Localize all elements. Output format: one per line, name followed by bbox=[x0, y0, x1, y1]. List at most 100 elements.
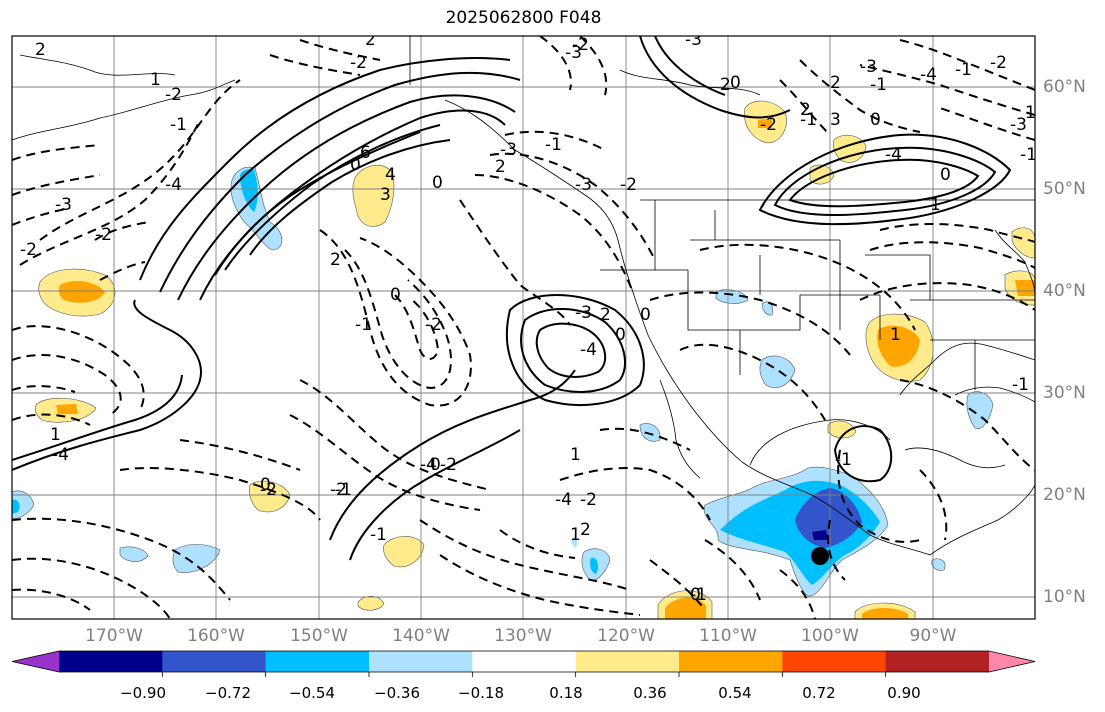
contour-label: -1 bbox=[1020, 145, 1037, 165]
contour-label: -2 bbox=[620, 175, 637, 195]
contour-label: -3 bbox=[500, 140, 517, 160]
lon-label-110w: 110°W bbox=[699, 626, 757, 646]
contour-label: 2 bbox=[720, 75, 731, 95]
contour-label: 1 bbox=[1025, 103, 1036, 123]
contour-label: 0 bbox=[650, 20, 661, 40]
contour-label: -2 bbox=[95, 225, 112, 245]
contour-label: -2 bbox=[350, 53, 367, 73]
coastlines bbox=[12, 36, 1035, 556]
lon-label-150w: 150°W bbox=[290, 626, 348, 646]
contour-label: 0 bbox=[432, 173, 443, 193]
contour-label-layer: 2 2-2 -3-2 -30 2-3 -4 -1 -211-2-1-4-3-2-21-4643… bbox=[20, 20, 1037, 605]
colorbar-segment bbox=[265, 651, 370, 672]
contour-label: -4 bbox=[580, 340, 597, 360]
map-frame bbox=[11, 35, 1036, 620]
contour-label: -1 bbox=[355, 315, 372, 335]
colorbar-segment bbox=[679, 651, 783, 672]
contour-label: -2 bbox=[760, 115, 777, 135]
contour-label: 2 bbox=[800, 100, 811, 120]
lat-label-10n: 10°N bbox=[1043, 587, 1086, 607]
contour-label: -3 bbox=[685, 30, 702, 50]
contour-label: -3 bbox=[575, 175, 592, 195]
contour-label: 1 bbox=[50, 425, 61, 445]
contour-label: -4 bbox=[420, 455, 437, 475]
colorbar-segment bbox=[162, 651, 267, 672]
contour-label: 2 bbox=[330, 250, 341, 270]
lon-label-90w: 90°W bbox=[909, 626, 957, 646]
colorbar-extend-low bbox=[12, 651, 59, 672]
colorbar-extend-high bbox=[989, 651, 1035, 672]
contour-label: 1 bbox=[930, 195, 941, 215]
lon-label-160w: 160°W bbox=[187, 626, 245, 646]
lon-label-100w: 100°W bbox=[801, 626, 859, 646]
contour-label: 2 bbox=[830, 73, 841, 93]
contour-label: 1 bbox=[890, 325, 901, 345]
contour-label: -1 bbox=[955, 60, 972, 80]
colorbar-tick: 0.18 bbox=[549, 684, 583, 702]
contour-lines bbox=[12, 36, 1012, 561]
contour-label: -3 bbox=[860, 57, 877, 77]
contour-label: -1 bbox=[870, 75, 887, 95]
colorbar-segment bbox=[885, 651, 990, 672]
contour-label: -3 bbox=[575, 303, 592, 323]
contour-label: -2 bbox=[580, 490, 597, 510]
shading-layer bbox=[12, 100, 1035, 619]
contour-label: 1 bbox=[570, 525, 581, 545]
contour-label: -1 bbox=[335, 480, 352, 500]
contour-label: -1 bbox=[545, 135, 562, 155]
contour-label: -2 bbox=[440, 455, 457, 475]
contour-label: -2 bbox=[260, 480, 277, 500]
contour-label: 1 bbox=[570, 445, 581, 465]
colorbar-tick: 0.72 bbox=[802, 684, 836, 702]
contour-label: -2 bbox=[330, 480, 347, 500]
lon-label-170w: 170°W bbox=[85, 626, 143, 646]
contour-lines-dashed bbox=[12, 36, 1035, 619]
contour-label: 4 bbox=[385, 165, 396, 185]
contour-label: 0 bbox=[390, 285, 401, 305]
lon-label-120w: 120°W bbox=[597, 626, 655, 646]
lat-label-30n: 30°N bbox=[1043, 383, 1086, 403]
colorbar-tick: −0.36 bbox=[374, 684, 420, 702]
contour-label: 6 bbox=[360, 143, 371, 163]
contour-label: -3 bbox=[1010, 115, 1027, 135]
contour-label: 2 bbox=[35, 40, 46, 60]
contour-label: -2 bbox=[20, 240, 37, 260]
colorbar-tick: 0.36 bbox=[633, 684, 667, 702]
storm-center-marker bbox=[811, 547, 829, 565]
map-plot: 2 2-2 -3-2 -30 2-3 -4 -1 -211-2-1-4-3-2-21-4643… bbox=[12, 20, 1037, 619]
contour-label: -1 bbox=[370, 525, 387, 545]
contour-label: -1 bbox=[835, 450, 852, 470]
contour-label: 3 bbox=[380, 185, 391, 205]
contour-label: -2 bbox=[165, 85, 182, 105]
contour-label: -3 bbox=[55, 195, 72, 215]
colorbar-segment bbox=[369, 651, 473, 672]
colorbar-outline bbox=[11, 650, 1036, 673]
lat-label-50n: 50°N bbox=[1043, 179, 1086, 199]
colorbar-tick: −0.72 bbox=[205, 684, 251, 702]
contour-label: 2 bbox=[580, 520, 591, 540]
contour-label: -4 bbox=[555, 490, 572, 510]
lat-label-40n: 40°N bbox=[1043, 281, 1086, 301]
contour-label: 0 bbox=[690, 585, 701, 605]
contour-label: -1 bbox=[690, 585, 707, 605]
map-title: 2025062800 F048 bbox=[445, 8, 602, 28]
lat-label-60n: 60°N bbox=[1043, 77, 1086, 97]
contour-label: 0 bbox=[640, 305, 651, 325]
colorbar-segment bbox=[59, 651, 163, 672]
contour-label: -4 bbox=[52, 445, 69, 465]
colorbar-segment bbox=[782, 651, 887, 672]
colorbar-tick: 0.54 bbox=[718, 684, 752, 702]
contour-label: 2 bbox=[600, 305, 611, 325]
contour-label: -4 bbox=[165, 175, 182, 195]
contour-label: 0 bbox=[940, 165, 951, 185]
contour-label: -2 bbox=[425, 315, 442, 335]
colorbar bbox=[11, 650, 1036, 677]
lat-label-20n: 20°N bbox=[1043, 485, 1086, 505]
contour-label: 2 bbox=[365, 30, 376, 50]
contour-label: 2 bbox=[495, 157, 506, 177]
contour-label: 0 bbox=[870, 110, 881, 130]
contour-label: -4 bbox=[920, 65, 937, 85]
contour-label: 3 bbox=[830, 110, 841, 130]
contour-label: -1 bbox=[170, 115, 187, 135]
